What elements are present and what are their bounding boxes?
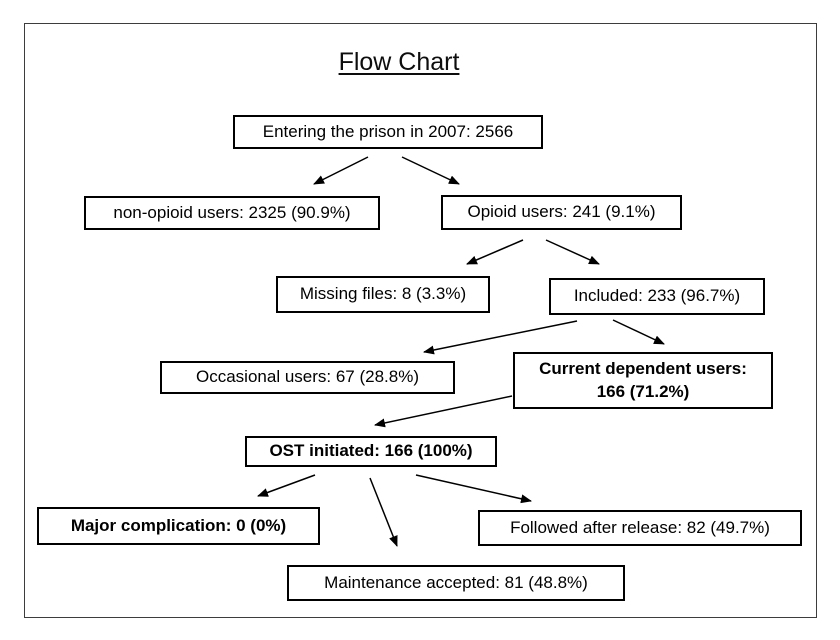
node-occasional-users: Occasional users: 67 (28.8%) <box>160 361 455 394</box>
node-entering-the-prison: Entering the prison in 2007: 2566 <box>233 115 543 149</box>
node-missing-files: Missing files: 8 (3.3%) <box>276 276 490 313</box>
node-major-complication: Major complication: 0 (0%) <box>37 507 320 545</box>
node-opioid-users: Opioid users: 241 (9.1%) <box>441 195 682 230</box>
node-included: Included: 233 (96.7%) <box>549 278 765 315</box>
node-followed-after-release: Followed after release: 82 (49.7%) <box>478 510 802 546</box>
node-non-opioid-users: non-opioid users: 2325 (90.9%) <box>84 196 380 230</box>
node-ost-initiated: OST initiated: 166 (100%) <box>245 436 497 467</box>
page-title: Flow Chart <box>338 48 460 76</box>
node-current-dependent-users: Current dependent users: 166 (71.2%) <box>513 352 773 409</box>
node-maintenance-accepted: Maintenance accepted: 81 (48.8%) <box>287 565 625 601</box>
